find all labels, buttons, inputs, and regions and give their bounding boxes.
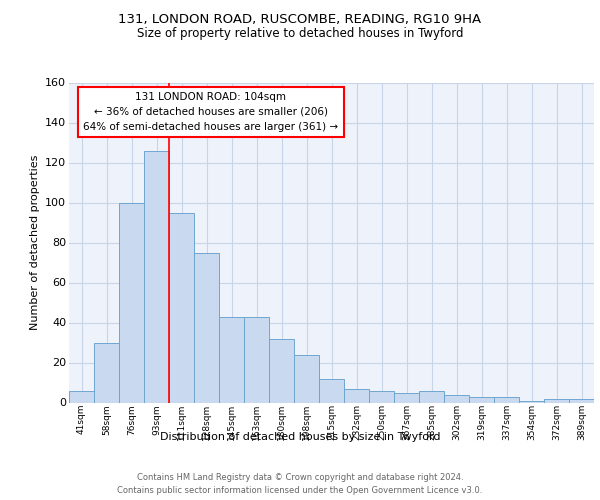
Bar (319, 378, 344, 402)
Bar (144, 150, 169, 402)
Bar (119, 202, 144, 402)
Bar (269, 338, 294, 402)
Bar (494, 396, 519, 402)
Bar (544, 398, 569, 402)
Bar (369, 390, 394, 402)
Text: Distribution of detached houses by size in Twyford: Distribution of detached houses by size … (160, 432, 440, 442)
Bar (444, 394, 469, 402)
Text: Contains public sector information licensed under the Open Government Licence v3: Contains public sector information licen… (118, 486, 482, 495)
Bar (569, 398, 594, 402)
Text: 131, LONDON ROAD, RUSCOMBE, READING, RG10 9HA: 131, LONDON ROAD, RUSCOMBE, READING, RG1… (118, 12, 482, 26)
Bar (94, 342, 119, 402)
Bar (519, 400, 544, 402)
Bar (219, 316, 244, 402)
Bar (169, 212, 194, 402)
Bar (194, 252, 219, 402)
Bar (394, 392, 419, 402)
Text: Contains HM Land Registry data © Crown copyright and database right 2024.: Contains HM Land Registry data © Crown c… (137, 472, 463, 482)
Bar (69, 390, 94, 402)
Bar (469, 396, 494, 402)
Bar (419, 390, 444, 402)
Bar (244, 316, 269, 402)
Y-axis label: Number of detached properties: Number of detached properties (29, 155, 40, 330)
Text: Size of property relative to detached houses in Twyford: Size of property relative to detached ho… (137, 28, 463, 40)
Text: 131 LONDON ROAD: 104sqm
← 36% of detached houses are smaller (206)
64% of semi-d: 131 LONDON ROAD: 104sqm ← 36% of detache… (83, 92, 338, 132)
Bar (294, 354, 319, 403)
Bar (344, 388, 369, 402)
